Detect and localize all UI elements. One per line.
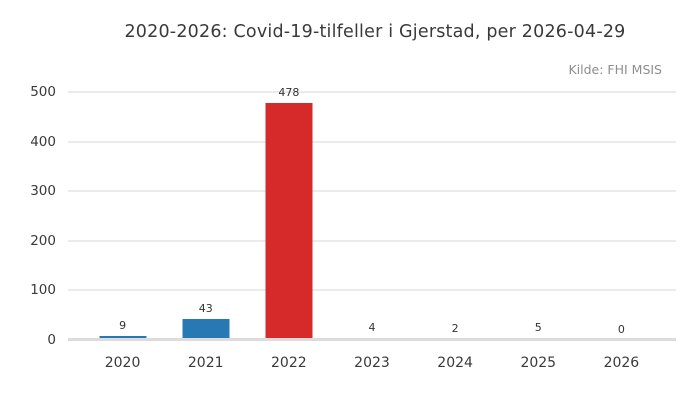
x-tick-label-2025: 2025 — [520, 355, 557, 371]
source-note: Kilde: FHI MSIS — [568, 62, 662, 77]
bar-2021 — [182, 318, 230, 340]
x-tick-label-2022: 2022 — [271, 355, 307, 371]
x-tick-label-2026: 2026 — [603, 355, 640, 371]
bar-value-label-2021: 43 — [198, 301, 213, 315]
x-tick-label-2024: 2024 — [437, 355, 473, 371]
y-tick-label-200: 200 — [30, 232, 56, 249]
bar-column-2026: 0 2026 — [580, 92, 663, 371]
bar-value-label-2022: 478 — [278, 85, 300, 99]
bar-column-2023: 4 2023 — [330, 92, 413, 371]
bar-2022 — [265, 102, 313, 340]
bar-column-2021: 43 2021 — [164, 92, 247, 371]
gridline-200 — [68, 239, 676, 242]
gridline-100 — [68, 289, 676, 292]
gridline-400 — [68, 140, 676, 143]
x-tick-label-2021: 2021 — [187, 355, 224, 371]
y-tick-label-100: 100 — [30, 282, 56, 299]
plot-area: 9 2020 43 2021 478 2022 4 2023 2 2024 5 2025 0 2026 — [68, 86, 676, 371]
x-axis-baseline — [68, 338, 676, 341]
bar-column-2025: 5 2025 — [497, 92, 580, 371]
x-tick-label-2020: 2020 — [104, 355, 141, 371]
gridline-300 — [68, 190, 676, 193]
bar-columns: 9 2020 43 2021 478 2022 4 2023 2 2024 5 2025 0 2026 — [68, 86, 676, 371]
y-tick-label-0: 0 — [47, 332, 56, 348]
bar-value-label-2026: 0 — [617, 323, 625, 336]
x-tick-label-2023: 2023 — [354, 355, 390, 371]
bar-value-label-2020: 9 — [119, 318, 127, 332]
bar-value-label-2023: 4 — [368, 321, 376, 335]
chart-title: 2020-2026: Covid-19-tilfeller i Gjerstad… — [124, 22, 626, 42]
bar-value-label-2025: 5 — [534, 320, 542, 334]
y-tick-label-500: 500 — [30, 84, 56, 100]
bar-2020 — [99, 335, 147, 340]
y-tick-label-400: 400 — [30, 133, 56, 150]
y-tick-label-300: 300 — [30, 183, 56, 200]
bar-column-2024: 2 2024 — [414, 92, 497, 371]
bar-column-2020: 9 2020 — [81, 92, 164, 371]
bar-value-label-2024: 2 — [451, 322, 459, 336]
bar-column-2022: 478 2022 — [247, 86, 330, 371]
gridline-500 — [68, 91, 676, 93]
